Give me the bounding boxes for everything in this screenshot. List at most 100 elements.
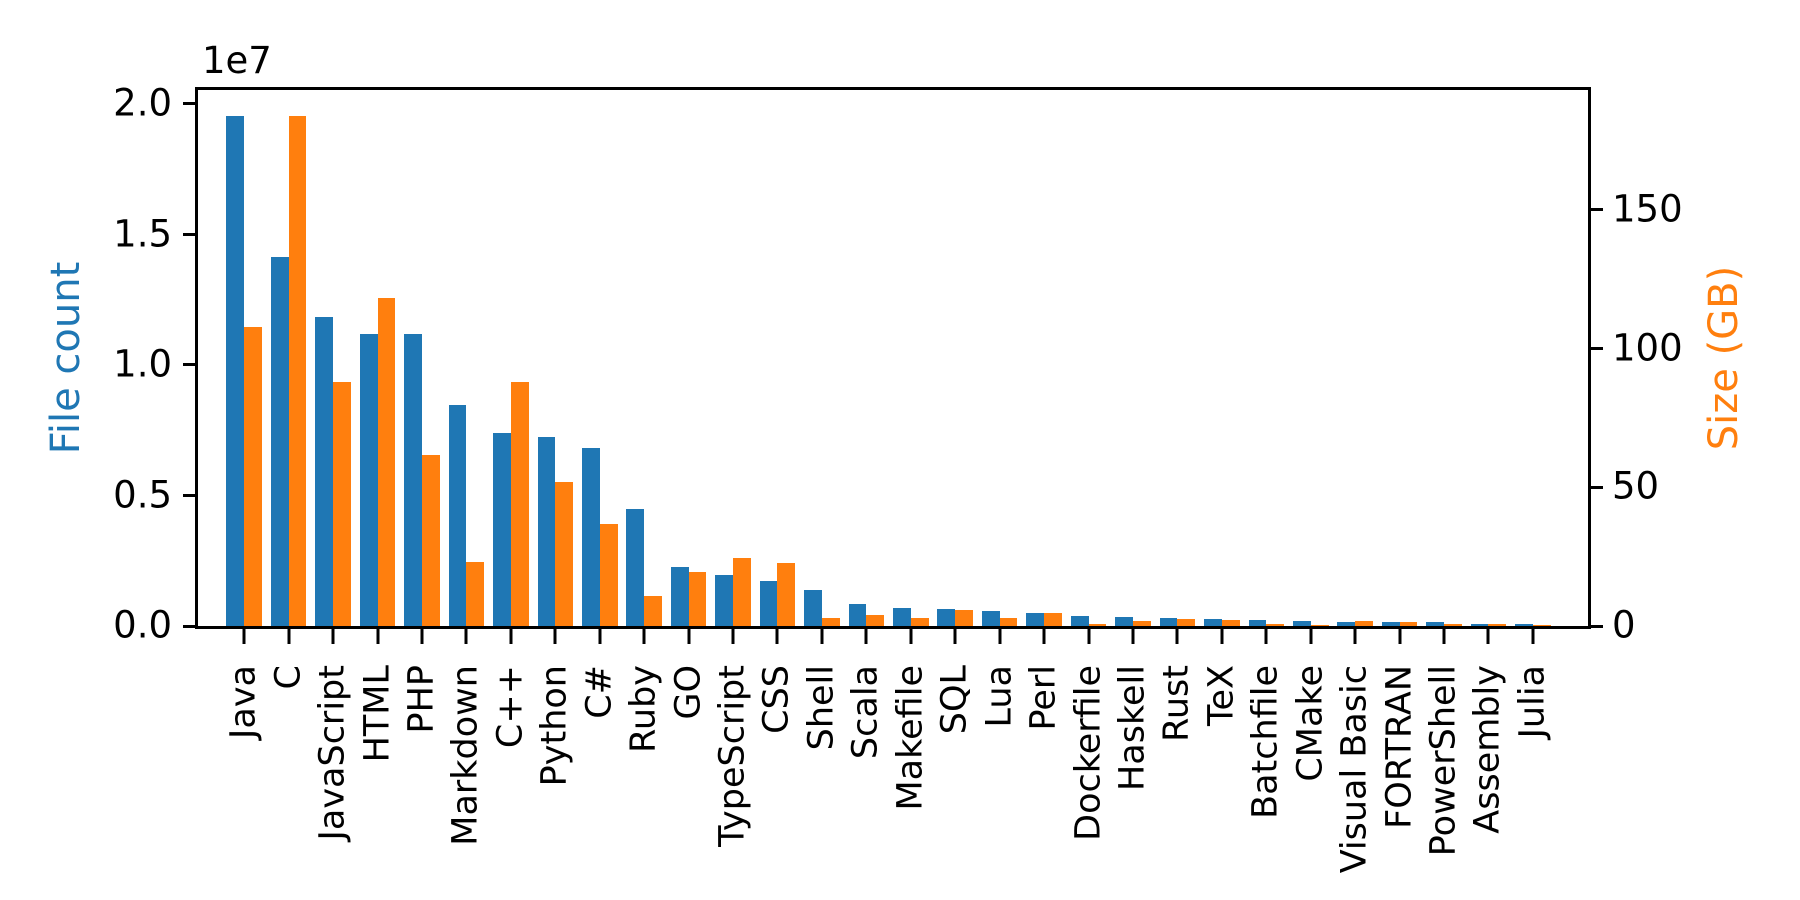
left-y-tick-label: 0.0: [113, 603, 172, 647]
category-slot: SQL: [933, 90, 977, 734]
size-bar: [733, 557, 751, 626]
x-tick-label: Dockerfile: [1068, 665, 1109, 841]
x-tick-label: Julia: [1512, 665, 1553, 739]
x-tick-mark: [509, 629, 513, 644]
category-slot: Markdown: [444, 90, 488, 846]
bar-pair: [1426, 90, 1462, 626]
x-tick-label-wrap: Dockerfile: [1068, 665, 1109, 841]
size-bar: [421, 455, 440, 626]
size-bar: [1088, 624, 1107, 626]
size-bar: [599, 523, 618, 626]
x-tick-label: Perl: [1023, 665, 1064, 731]
left-y-tick-mark: [183, 232, 195, 236]
size-bar: [1221, 620, 1240, 626]
bar-pair: [1515, 90, 1551, 626]
x-tick-mark: [1042, 629, 1046, 644]
x-tick-label-wrap: Ruby: [623, 665, 664, 753]
category-slot: Assembly: [1466, 90, 1510, 834]
file-count-bar: [1115, 617, 1133, 626]
bar-pair: [359, 90, 396, 626]
x-tick-label: Batchfile: [1245, 665, 1286, 819]
x-tick-label: Ruby: [623, 665, 664, 753]
x-tick-label: Java: [223, 665, 264, 739]
file-count-bar: [581, 448, 600, 626]
x-tick-label: Python: [534, 665, 575, 787]
category-slot: Python: [533, 90, 577, 786]
x-tick-label: Makefile: [890, 665, 931, 811]
x-tick-label-wrap: Rust: [1157, 665, 1197, 742]
bar-pair: [937, 90, 973, 626]
x-tick-label: TeX: [1201, 665, 1242, 726]
size-bar: [910, 617, 929, 626]
x-tick-label-wrap: Makefile: [890, 665, 931, 811]
category-slot: Shell: [800, 90, 844, 750]
x-tick-mark: [1309, 629, 1313, 644]
size-bar: [688, 572, 707, 626]
x-tick-mark: [1398, 629, 1402, 644]
x-tick-label: PHP: [401, 665, 442, 734]
x-tick-label: TypeScript: [712, 665, 753, 847]
bar-pair: [670, 90, 707, 626]
bar-pair: [626, 90, 662, 626]
x-tick-mark: [1353, 629, 1357, 644]
x-tick-mark: [998, 629, 1002, 644]
file-count-bar: [893, 608, 911, 626]
right-y-tick-label: 50: [1612, 464, 1660, 508]
bar-pair: [404, 90, 440, 626]
category-slot: JavaScript: [311, 90, 355, 840]
bar-pair: [715, 90, 751, 626]
x-tick-mark: [909, 629, 913, 644]
x-tick-label: SQL: [934, 665, 975, 735]
size-bar: [288, 115, 307, 626]
category-slot: Perl: [1022, 90, 1066, 731]
category-slot: Rust: [1155, 90, 1199, 742]
x-tick-label-wrap: HTML: [357, 665, 397, 762]
size-bar: [333, 382, 351, 626]
x-tick-mark: [775, 629, 779, 644]
x-tick-mark: [1087, 629, 1091, 644]
x-tick-mark: [731, 629, 735, 644]
x-tick-label-wrap: Perl: [1023, 665, 1064, 731]
category-slot: FORTRAN: [1377, 90, 1421, 829]
file-count-bar: [1381, 622, 1400, 626]
x-tick-label-wrap: Visual Basic: [1335, 665, 1375, 873]
size-bar: [555, 481, 574, 626]
bar-pair: [1381, 90, 1418, 626]
category-slot: Dockerfile: [1066, 90, 1110, 841]
x-tick-mark: [1486, 629, 1490, 644]
bar-pair: [893, 90, 929, 626]
x-tick-label: PowerShell: [1423, 665, 1464, 857]
x-tick-mark: [1175, 629, 1179, 644]
x-tick-label-wrap: Assembly: [1468, 665, 1508, 834]
bars-container: Java C JavaScript HTML PHP Markdown C++ Python C…: [198, 90, 1588, 873]
bar-pair: [1026, 90, 1062, 626]
x-tick-label-wrap: PowerShell: [1423, 665, 1464, 857]
category-slot: Lua: [977, 90, 1021, 728]
category-slot: PowerShell: [1422, 90, 1466, 856]
x-tick-label-wrap: Java: [223, 665, 264, 739]
bar-pair: [226, 90, 262, 626]
file-count-bar: [804, 589, 822, 626]
file-count-bar: [1026, 613, 1045, 626]
file-count-bar: [1159, 617, 1178, 626]
category-slot: Ruby: [622, 90, 666, 753]
x-tick-label-wrap: TypeScript: [712, 665, 753, 847]
x-tick-mark: [553, 629, 557, 644]
file-count-bar: [448, 404, 467, 626]
left-y-tick-mark: [183, 493, 195, 497]
file-count-bar: [715, 575, 734, 626]
left-y-tick-mark: [183, 363, 195, 367]
x-tick-label-wrap: GO: [668, 665, 708, 720]
size-bar: [244, 326, 262, 626]
x-tick-label-wrap: Markdown: [446, 665, 486, 846]
category-slot: TeX: [1200, 90, 1244, 726]
size-bar: [1399, 621, 1418, 626]
x-tick-label-wrap: JavaScript: [313, 665, 353, 840]
right-y-tick-mark: [1591, 624, 1603, 628]
category-slot: Java: [222, 90, 266, 739]
x-tick-label-wrap: Haskell: [1112, 665, 1152, 791]
file-count-bar: [759, 580, 778, 626]
size-bar: [377, 298, 396, 626]
category-slot: C#: [578, 90, 622, 719]
file-count-bar: [1426, 622, 1445, 626]
